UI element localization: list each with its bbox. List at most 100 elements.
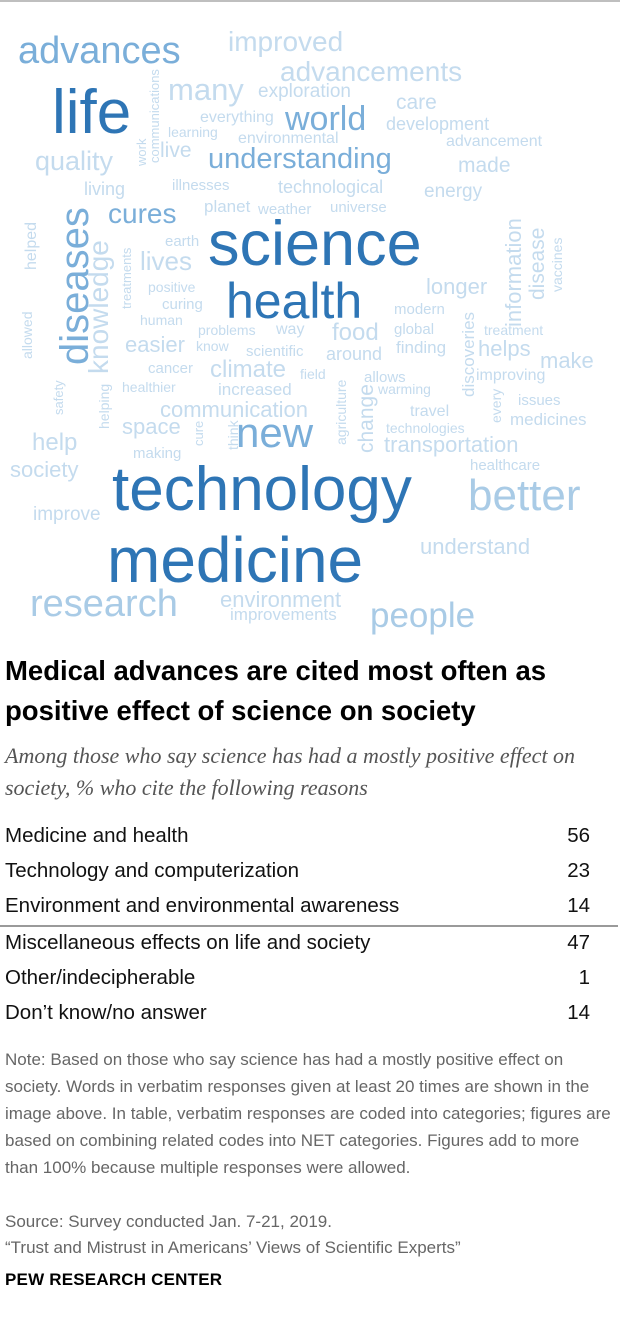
- cloud-word-improve: improve: [33, 504, 101, 525]
- chart-headline: Medical advances are cited most often as…: [5, 655, 547, 726]
- row-value: 23: [567, 859, 590, 882]
- cloud-word-space: space: [122, 414, 181, 439]
- cloud-word-allowed: allowed: [19, 311, 35, 359]
- cloud-word-positive: positive: [148, 279, 196, 295]
- cloud-word-weather: weather: [258, 201, 312, 218]
- top-rule: [0, 0, 620, 2]
- cloud-word-understand: understand: [420, 534, 531, 559]
- row-value: 14: [567, 894, 590, 917]
- chart-note: Note: Based on those who say science has…: [5, 1050, 611, 1177]
- cloud-word-technological: technological: [278, 177, 384, 197]
- row-label: Medicine and health: [5, 824, 189, 847]
- cloud-word-many: many: [168, 72, 244, 107]
- cloud-word-helped: helped: [23, 221, 40, 270]
- cloud-word-make: make: [540, 348, 594, 373]
- cloud-word-allows: allows: [364, 369, 406, 386]
- row-label: Technology and computerization: [5, 859, 300, 882]
- cloud-word-health: health: [226, 273, 363, 329]
- cloud-word-advances: advances: [18, 30, 181, 72]
- cloud-word-world: world: [285, 100, 367, 138]
- cloud-word-easier: easier: [125, 332, 185, 357]
- chart-subtitle: Among those who say science has had a mo…: [5, 743, 576, 800]
- row-label: Environment and environmental awareness: [5, 894, 400, 917]
- row-label: Don’t know/no answer: [5, 1001, 207, 1024]
- cloud-word-transportation: transportation: [384, 432, 519, 457]
- cloud-word-everything: everything: [200, 109, 274, 126]
- table-row: Environment and environmental awareness …: [0, 890, 620, 925]
- cloud-word-advancements: advancements: [280, 56, 463, 87]
- cloud-word-made: made: [458, 154, 511, 177]
- row-value: 56: [567, 824, 590, 847]
- cloud-word-lives: lives: [140, 246, 193, 276]
- table-row: Medicine and health 56: [0, 820, 620, 855]
- cloud-word-issues: issues: [518, 392, 561, 409]
- table-row: Miscellaneous effects on life and societ…: [0, 927, 620, 962]
- cloud-word-change: change: [355, 384, 378, 453]
- cloud-word-increased: increased: [218, 380, 292, 399]
- cloud-word-healthier: healthier: [122, 379, 176, 395]
- cloud-word-technology: technology: [112, 455, 412, 524]
- brand-name: PEW RESEARCH CENTER: [5, 1270, 223, 1289]
- table-row: Other/indecipherable 1: [0, 962, 620, 997]
- cloud-word-information: information: [501, 218, 526, 327]
- cloud-word-treatments: treatments: [119, 247, 134, 309]
- cloud-word-scientific: scientific: [246, 343, 304, 360]
- cloud-word-cancer: cancer: [148, 360, 194, 377]
- cloud-word-food: food: [332, 319, 379, 346]
- cloud-word-advancement: advancement: [446, 133, 543, 150]
- cloud-word-energy: energy: [424, 181, 483, 202]
- chart-source: Source: Survey conducted Jan. 7-21, 2019…: [5, 1212, 332, 1231]
- cloud-word-safety: safety: [51, 380, 66, 415]
- word-cloud: advances improved advancements life many expl…: [0, 0, 620, 645]
- row-label: Other/indecipherable: [5, 966, 196, 989]
- cloud-word-field: field: [300, 366, 326, 382]
- cloud-word-travel: travel: [410, 403, 450, 420]
- cloud-word-earth: earth: [165, 233, 200, 250]
- table-divider: [0, 925, 618, 927]
- cloud-word-curing: curing: [162, 296, 203, 313]
- cloud-word-problems: problems: [198, 322, 256, 338]
- cloud-word-helping: helping: [96, 383, 112, 429]
- cloud-word-illnesses: illnesses: [172, 177, 230, 194]
- cloud-word-global: global: [394, 321, 435, 338]
- cloud-word-making: making: [133, 445, 182, 462]
- cloud-word-human: human: [140, 312, 183, 328]
- cloud-word-healthcare: healthcare: [470, 457, 541, 474]
- cloud-word-live: live: [160, 139, 192, 162]
- cloud-word-work: work: [134, 138, 149, 166]
- cloud-word-better: better: [468, 471, 581, 520]
- table-row: Don’t know/no answer 14: [0, 997, 620, 1032]
- cloud-word-modern: modern: [394, 301, 445, 318]
- cloud-word-learning: learning: [168, 124, 218, 140]
- cloud-word-society: society: [10, 457, 79, 482]
- cloud-word-discoveries: discoveries: [459, 311, 478, 397]
- cloud-word-understanding: understanding: [208, 143, 392, 175]
- cloud-word-life: life: [52, 78, 132, 147]
- cloud-word-medicines: medicines: [510, 410, 587, 429]
- table-row: Technology and computerization 23: [0, 855, 620, 890]
- cloud-word-climate: climate: [210, 356, 287, 383]
- cloud-word-helps: helps: [478, 336, 531, 361]
- cloud-word-disease: disease: [526, 227, 549, 300]
- cloud-word-cure: cure: [191, 420, 206, 446]
- cloud-word-communication: communication: [160, 397, 308, 422]
- reasons-table: Medicine and health 56 Technology and co…: [0, 820, 620, 1032]
- cloud-word-around: around: [326, 344, 383, 364]
- cloud-word-way: way: [276, 321, 305, 338]
- cloud-word-every: every: [488, 388, 504, 423]
- cloud-word-science: science: [208, 209, 422, 279]
- cloud-word-longer: longer: [426, 274, 488, 299]
- cloud-word-knowledge: knowledge: [83, 240, 114, 374]
- cloud-word-planet: planet: [204, 197, 251, 216]
- cloud-word-development: development: [386, 114, 490, 134]
- cloud-word-improvements: improvements: [230, 605, 337, 624]
- cloud-word-care: care: [396, 91, 437, 114]
- cloud-word-environmental: environmental: [238, 130, 339, 147]
- cloud-word-cures: cures: [108, 198, 177, 229]
- cloud-word-know: know: [196, 338, 229, 354]
- cloud-word-people: people: [370, 596, 476, 635]
- cloud-word-exploration: exploration: [258, 81, 351, 102]
- cloud-word-new: new: [236, 409, 314, 456]
- cloud-word-living: living: [84, 179, 126, 199]
- row-value: 1: [578, 966, 590, 989]
